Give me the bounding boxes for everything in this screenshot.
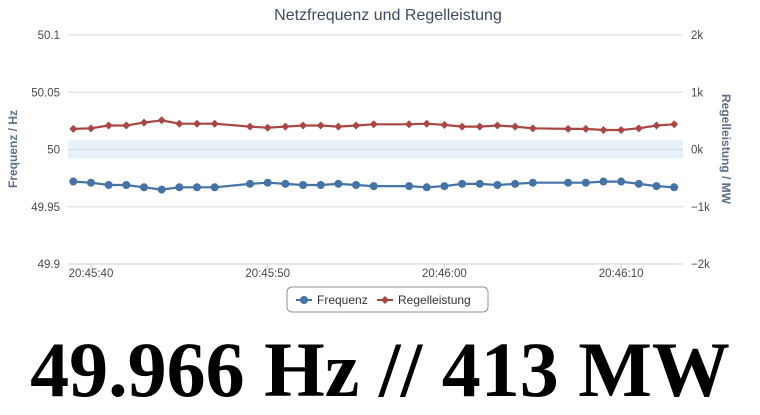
data-point-regelleistung[interactable] [193,119,202,128]
data-point-regelleistung[interactable] [652,121,661,130]
legend-label-frequenz: Frequenz [317,293,368,307]
data-point-regelleistung[interactable] [157,116,166,125]
chart-svg: Netzfrequenz und Regelleistung 49.9 49.95… [6,7,733,313]
data-point-regelleistung[interactable] [352,121,361,130]
data-point-regelleistung[interactable] [564,124,573,133]
data-point-frequenz[interactable] [104,180,113,189]
data-point-frequenz[interactable] [369,182,378,191]
data-point-frequenz[interactable] [652,182,661,191]
data-point-frequenz[interactable] [599,177,608,186]
data-point-regelleistung[interactable] [599,126,608,135]
data-point-regelleistung[interactable] [617,126,626,135]
data-point-frequenz[interactable] [634,179,643,188]
data-point-frequenz[interactable] [157,185,166,194]
left-tick-label: 50 [47,145,60,157]
data-point-regelleistung[interactable] [475,122,484,131]
right-tick-label: −1k [691,202,710,214]
grid-layer [68,34,683,265]
x-tick-label: 20:45:40 [69,268,114,280]
data-point-regelleistung[interactable] [210,119,219,128]
data-point-regelleistung[interactable] [86,124,95,133]
data-point-regelleistung[interactable] [316,121,325,130]
axes-layer: 49.9 49.95 50 50.05 50.1 −2k −1k 0k 1k 2k 20:45:40… [31,30,710,280]
data-point-frequenz[interactable] [210,183,219,192]
data-point-frequenz[interactable] [475,179,484,188]
left-tick-label: 50.05 [31,87,60,99]
x-tick-label: 20:46:00 [422,268,467,280]
data-point-frequenz[interactable] [670,183,679,192]
data-point-frequenz[interactable] [263,178,272,187]
data-point-regelleistung[interactable] [299,121,308,130]
left-tick-label: 50.1 [38,30,60,42]
right-tick-label: −2k [691,259,710,271]
data-point-frequenz[interactable] [528,178,537,187]
data-point-frequenz[interactable] [281,179,290,188]
data-point-frequenz[interactable] [581,178,590,187]
data-point-frequenz[interactable] [139,183,148,192]
legend-marker-frequenz [300,296,308,304]
data-point-regelleistung[interactable] [263,123,272,132]
data-point-regelleistung[interactable] [175,119,184,128]
left-tick-label: 49.95 [31,202,60,214]
data-point-regelleistung[interactable] [528,124,537,133]
right-tick-label: 1k [691,87,703,99]
data-point-regelleistung[interactable] [493,121,502,130]
data-point-frequenz[interactable] [299,180,308,189]
legend-item-regelleistung[interactable]: Regelleistung [377,293,471,307]
data-point-regelleistung[interactable] [69,124,78,133]
data-point-frequenz[interactable] [352,180,361,189]
series-regelleistung[interactable] [69,116,679,135]
data-point-frequenz[interactable] [617,177,626,186]
live-readout: 49.966 Hz // 413 MW [30,326,730,413]
chart: Netzfrequenz und Regelleistung 49.9 49.95… [6,7,733,313]
right-axis-title: Regelleistung / MW [719,94,733,205]
data-point-regelleistung[interactable] [369,120,378,129]
data-point-regelleistung[interactable] [670,120,679,129]
x-tick-label: 20:46:10 [599,268,644,280]
left-tick-label: 49.9 [38,259,60,271]
data-point-frequenz[interactable] [193,183,202,192]
series-frequenz[interactable] [69,177,679,194]
data-point-frequenz[interactable] [122,180,131,189]
data-point-regelleistung[interactable] [246,122,255,131]
data-point-regelleistung[interactable] [122,121,131,130]
data-point-regelleistung[interactable] [422,119,431,128]
data-point-frequenz[interactable] [334,179,343,188]
data-point-frequenz[interactable] [175,183,184,192]
data-point-regelleistung[interactable] [634,124,643,133]
data-point-frequenz[interactable] [405,182,414,191]
data-point-frequenz[interactable] [493,180,502,189]
data-point-frequenz[interactable] [440,182,449,191]
data-point-regelleistung[interactable] [458,122,467,131]
legend[interactable]: Frequenz Regelleistung [286,286,489,313]
legend-item-frequenz[interactable]: Frequenz [296,293,368,307]
data-point-frequenz[interactable] [458,179,467,188]
series-layer [69,116,679,194]
data-point-frequenz[interactable] [86,178,95,187]
left-axis-title: Frequenz / Hz [6,110,20,188]
data-point-regelleistung[interactable] [281,122,290,131]
data-point-frequenz[interactable] [316,180,325,189]
legend-label-regelleistung: Regelleistung [398,293,471,307]
data-point-regelleistung[interactable] [511,122,520,131]
data-point-frequenz[interactable] [511,179,520,188]
right-tick-label: 2k [691,30,703,42]
x-tick-label: 20:45:50 [245,268,290,280]
legend-marker-regelleistung [381,296,389,304]
data-point-regelleistung[interactable] [334,122,343,131]
data-point-frequenz[interactable] [246,179,255,188]
data-point-frequenz[interactable] [422,183,431,192]
chart-title: Netzfrequenz und Regelleistung [274,7,502,24]
right-tick-label: 0k [691,145,703,157]
data-point-regelleistung[interactable] [440,120,449,129]
data-point-regelleistung[interactable] [581,124,590,133]
data-point-frequenz[interactable] [69,177,78,186]
data-point-frequenz[interactable] [564,178,573,187]
data-point-regelleistung[interactable] [139,118,148,127]
data-point-regelleistung[interactable] [405,120,414,129]
data-point-regelleistung[interactable] [104,121,113,130]
